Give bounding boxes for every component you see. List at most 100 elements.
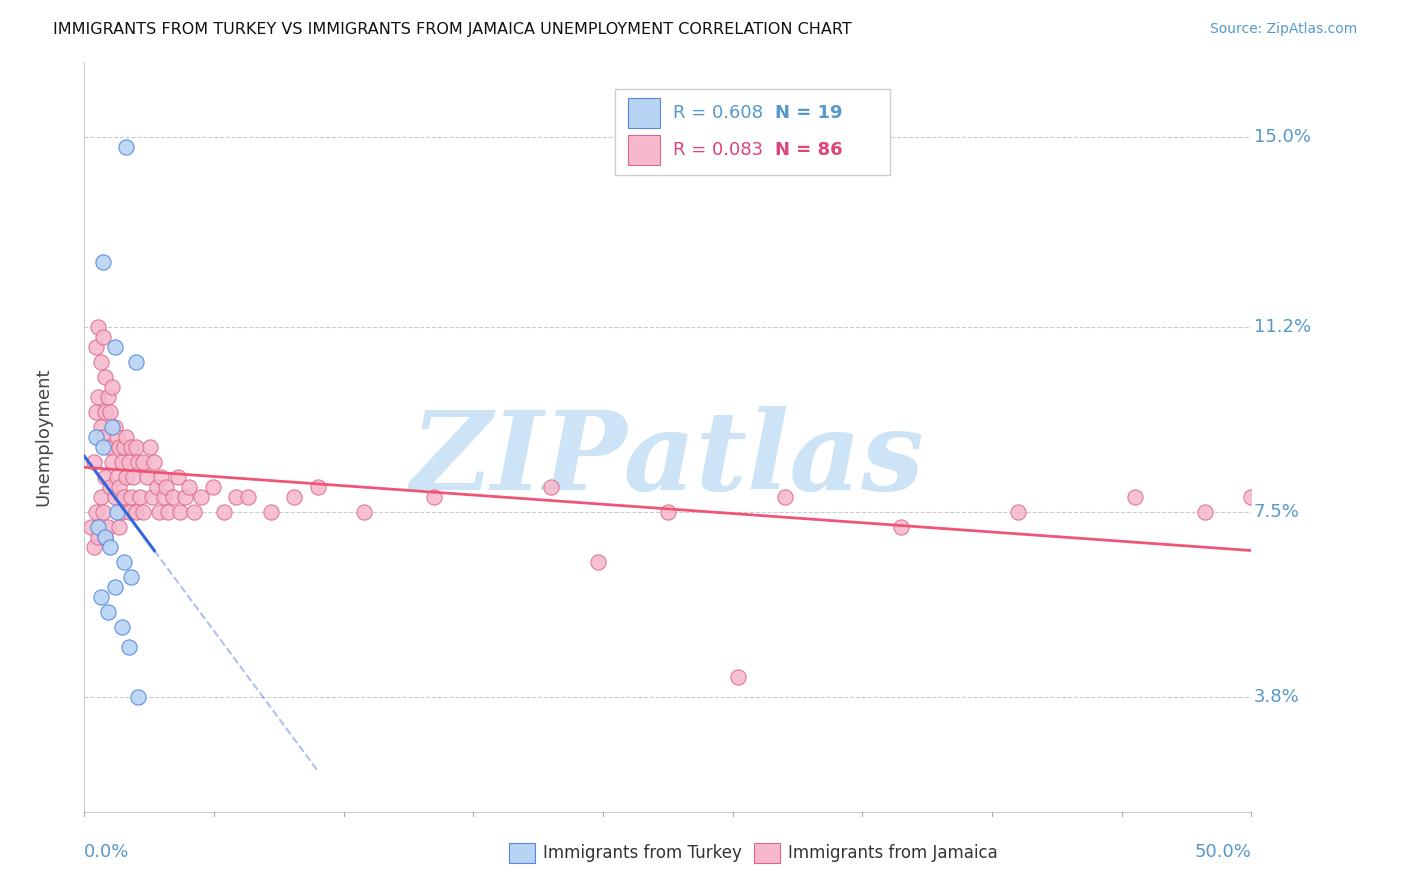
Text: N = 19: N = 19 xyxy=(775,103,842,121)
FancyBboxPatch shape xyxy=(754,843,780,863)
Point xyxy=(132,455,155,469)
Text: Immigrants from Turkey: Immigrants from Turkey xyxy=(543,844,742,862)
Point xyxy=(104,420,127,434)
FancyBboxPatch shape xyxy=(628,135,659,165)
Point xyxy=(423,490,446,504)
Point xyxy=(120,570,142,584)
Point xyxy=(1123,490,1146,504)
Text: 7.5%: 7.5% xyxy=(1254,503,1299,521)
Point xyxy=(97,520,120,534)
Point xyxy=(727,670,749,684)
Point xyxy=(90,590,112,604)
Point xyxy=(173,490,195,504)
Point xyxy=(98,480,121,494)
Point xyxy=(201,480,224,494)
Point xyxy=(890,520,912,534)
Point xyxy=(108,440,131,454)
Point xyxy=(112,440,135,454)
Point xyxy=(141,490,163,504)
Point xyxy=(91,505,114,519)
Point xyxy=(127,690,149,704)
Point xyxy=(125,355,148,369)
Point xyxy=(112,555,135,569)
Point xyxy=(236,490,259,504)
Point xyxy=(169,505,191,519)
Point xyxy=(183,505,205,519)
Text: R = 0.083: R = 0.083 xyxy=(672,141,762,159)
Point xyxy=(127,455,149,469)
FancyBboxPatch shape xyxy=(616,88,890,175)
Point xyxy=(118,455,141,469)
Text: 11.2%: 11.2% xyxy=(1254,318,1310,336)
Point xyxy=(87,390,110,404)
Point xyxy=(118,505,141,519)
Point xyxy=(94,405,117,419)
Point xyxy=(104,340,127,354)
Point xyxy=(98,540,121,554)
Point xyxy=(1194,505,1216,519)
Point xyxy=(773,490,796,504)
Text: 0.0%: 0.0% xyxy=(84,843,129,861)
Point xyxy=(94,530,117,544)
Point xyxy=(1007,505,1029,519)
Point xyxy=(353,505,375,519)
Text: N = 86: N = 86 xyxy=(775,141,842,159)
Point xyxy=(157,505,180,519)
Point xyxy=(111,455,134,469)
FancyBboxPatch shape xyxy=(628,97,659,128)
Text: Unemployment: Unemployment xyxy=(35,368,52,507)
Point xyxy=(225,490,247,504)
Point xyxy=(260,505,283,519)
Text: IMMIGRANTS FROM TURKEY VS IMMIGRANTS FROM JAMAICA UNEMPLOYMENT CORRELATION CHART: IMMIGRANTS FROM TURKEY VS IMMIGRANTS FRO… xyxy=(53,22,852,37)
Point xyxy=(115,430,138,444)
Point xyxy=(118,640,141,654)
Point xyxy=(84,405,107,419)
Point xyxy=(143,455,166,469)
Point xyxy=(91,330,114,344)
Point xyxy=(136,470,159,484)
Point xyxy=(190,490,212,504)
Point xyxy=(307,480,329,494)
Point xyxy=(90,420,112,434)
Point xyxy=(104,580,127,594)
Point xyxy=(138,440,160,454)
Point xyxy=(108,480,131,494)
Point xyxy=(90,355,112,369)
Point xyxy=(586,555,609,569)
Point xyxy=(94,470,117,484)
Point xyxy=(84,340,107,354)
Point xyxy=(152,490,174,504)
Point xyxy=(105,470,128,484)
Point xyxy=(90,490,112,504)
Point xyxy=(132,505,155,519)
Point xyxy=(112,490,135,504)
Text: 50.0%: 50.0% xyxy=(1195,843,1251,861)
Point xyxy=(129,490,152,504)
Point xyxy=(179,480,201,494)
Point xyxy=(91,255,114,269)
Point xyxy=(1240,490,1263,504)
Point xyxy=(214,505,236,519)
Point xyxy=(120,440,142,454)
Point xyxy=(97,440,120,454)
Point xyxy=(145,480,167,494)
Point xyxy=(87,530,110,544)
Point xyxy=(115,140,138,154)
Text: R = 0.608: R = 0.608 xyxy=(672,103,762,121)
Point xyxy=(84,505,107,519)
Point xyxy=(104,490,127,504)
Point xyxy=(283,490,305,504)
Point xyxy=(148,505,170,519)
Point xyxy=(83,540,105,554)
Point xyxy=(111,505,134,519)
Point xyxy=(101,380,124,394)
Point xyxy=(83,455,105,469)
Point xyxy=(98,405,121,419)
Point xyxy=(105,430,128,444)
Point xyxy=(150,470,173,484)
Text: Immigrants from Jamaica: Immigrants from Jamaica xyxy=(787,844,998,862)
Point xyxy=(162,490,184,504)
Point xyxy=(84,430,107,444)
Point xyxy=(166,470,188,484)
Point xyxy=(94,370,117,384)
